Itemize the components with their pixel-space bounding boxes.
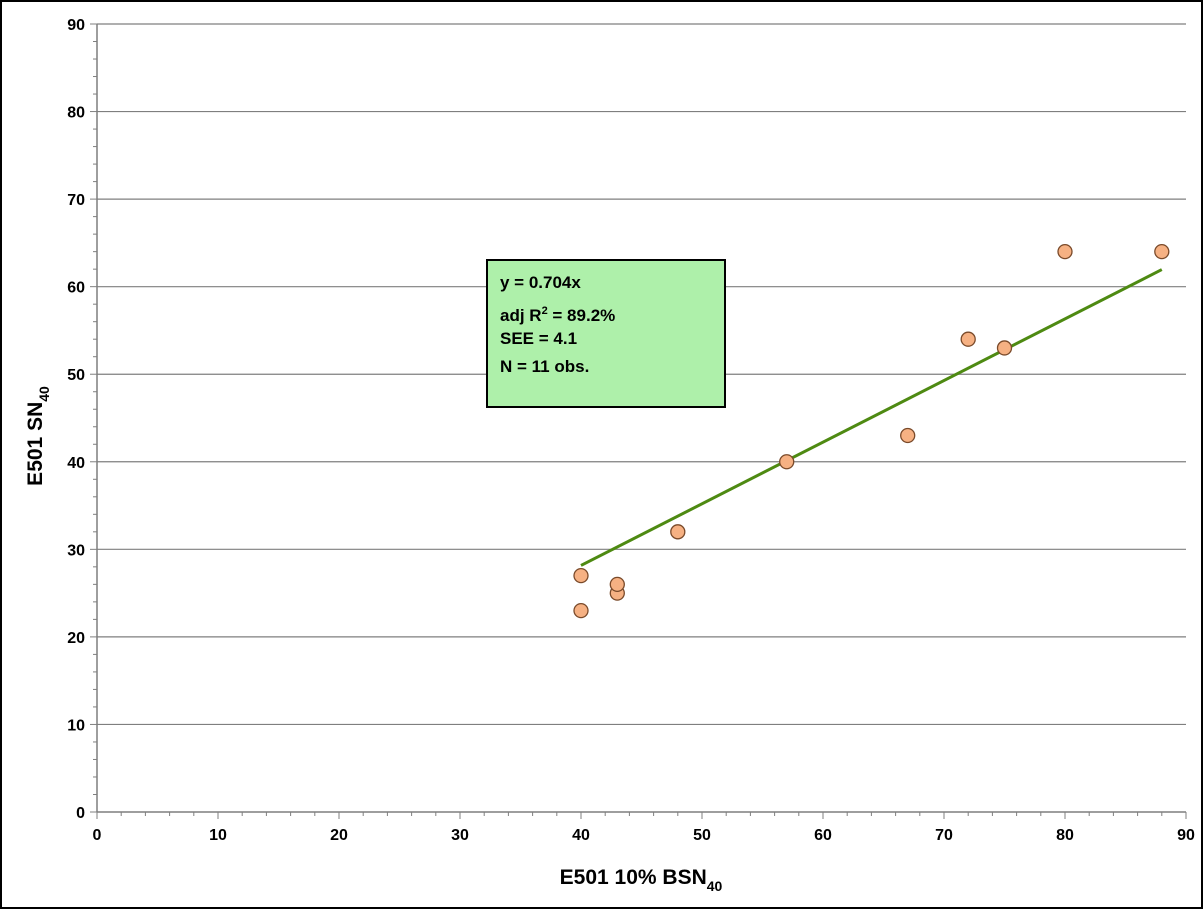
- y-tick-label: 40: [67, 455, 85, 472]
- x-tick-label: 70: [935, 827, 953, 844]
- tick-labels: 0 10 20 30 40 50 60 70 80 90 0 10 20 30 40 50 60 70 80 90: [67, 17, 1195, 844]
- y-tick-label: 0: [76, 805, 85, 822]
- y-tick-label: 90: [67, 17, 85, 34]
- see-value: SEE = 4.1: [500, 329, 578, 348]
- adj-r2-value: = 89.2%: [547, 306, 616, 325]
- x-tick-label: 20: [330, 827, 348, 844]
- adj-r2-line: adj R2 = 89.2%: [500, 297, 724, 325]
- x-tick-label: 60: [814, 827, 832, 844]
- x-axis-title-subscript: 40: [707, 878, 723, 894]
- y-tick-label: 60: [67, 280, 85, 297]
- regression-stats-box: y = 0.704x adj R2 = 89.2% SEE = 4.1 N = …: [486, 259, 726, 408]
- regression-equation: y = 0.704x: [500, 273, 581, 292]
- x-tick-label: 0: [93, 827, 102, 844]
- y-axis-title-subscript: 40: [36, 386, 52, 402]
- data-point-4: [609, 576, 625, 593]
- y-tick-label: 70: [67, 192, 85, 209]
- data-point-11: [1154, 243, 1170, 260]
- trendline: [580, 268, 1163, 567]
- y-axis-title-text: E501 SN: [24, 402, 47, 486]
- x-axis-title-text: E501 10% BSN: [560, 866, 707, 889]
- data-point-9: [996, 340, 1013, 356]
- x-axis-title: E501 10% BSN40: [560, 866, 723, 894]
- observation-count: N = 11 obs.: [500, 357, 590, 376]
- y-tick-label: 50: [67, 367, 85, 384]
- y-tick-label: 80: [67, 105, 85, 122]
- data-point-6: [779, 454, 795, 470]
- data-point-5: [670, 524, 686, 540]
- data-point-8: [960, 331, 976, 347]
- adj-r2-superscript: 2: [541, 305, 548, 317]
- data-points: [573, 243, 1170, 619]
- data-point-10: [1057, 243, 1073, 260]
- x-tick-label: 90: [1177, 827, 1195, 844]
- y-tick-label: 10: [67, 717, 85, 734]
- axes: [90, 23, 1187, 819]
- adj-r2-prefix: adj R: [500, 306, 542, 325]
- x-tick-label: 40: [572, 827, 590, 844]
- x-tick-label: 10: [209, 827, 227, 844]
- y-tick-label: 20: [67, 630, 85, 647]
- x-tick-label: 30: [451, 827, 469, 844]
- x-tick-label: 80: [1056, 827, 1074, 844]
- data-point-1: [573, 567, 589, 584]
- data-point-7: [900, 427, 916, 444]
- data-point-2: [573, 602, 589, 619]
- y-tick-label: 30: [67, 542, 85, 559]
- y-axis-title: E501 SN40: [24, 386, 52, 486]
- x-tick-label: 50: [693, 827, 711, 844]
